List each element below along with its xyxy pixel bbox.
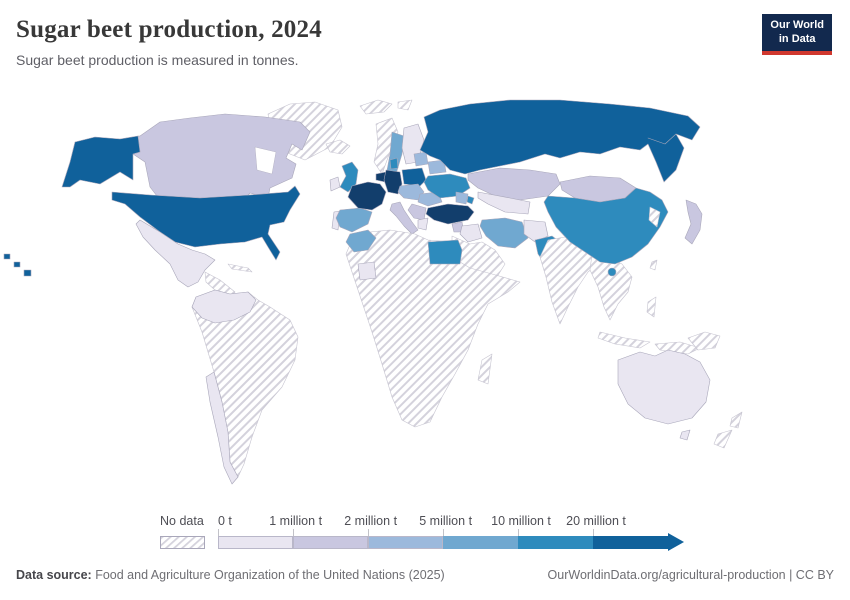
map-legend: No data 0 t 1 million t 2 million t 5 milli…	[0, 514, 850, 556]
legend-bin-label: 10 million t	[491, 514, 551, 528]
legend-bin-label: 0 t	[218, 514, 232, 528]
region-mali[interactable]	[357, 261, 377, 281]
data-source-label: Data source:	[16, 568, 92, 582]
region-southeast-asia[interactable]	[589, 253, 633, 321]
country-greece[interactable]	[417, 217, 429, 231]
region-tasmania[interactable]	[679, 429, 691, 441]
country-azerbaijan[interactable]	[466, 195, 475, 205]
country-iraq[interactable]	[459, 223, 483, 243]
country-morocco[interactable]	[345, 229, 377, 253]
country-madagascar[interactable]	[477, 353, 493, 385]
chart-footer: Data source: Food and Agriculture Organi…	[16, 568, 834, 582]
legend-bin-swatch[interactable]	[593, 536, 668, 549]
region-africa[interactable]	[345, 229, 521, 428]
region-indonesia-west[interactable]	[597, 331, 651, 349]
legend-bin-swatch[interactable]	[368, 536, 443, 549]
country-france[interactable]	[347, 181, 387, 211]
owid-logo-line2: in Data	[778, 33, 816, 46]
country-ireland[interactable]	[329, 176, 341, 192]
country-hainan[interactable]	[607, 267, 617, 277]
country-iran[interactable]	[479, 217, 529, 249]
country-hawaii[interactable]	[23, 269, 32, 277]
region-baltic-states[interactable]	[413, 151, 429, 167]
attribution[interactable]: OurWorldinData.org/agricultural-producti…	[547, 568, 834, 582]
country-philippines[interactable]	[646, 296, 657, 318]
legend-tick	[593, 529, 594, 536]
legend-tick	[218, 529, 219, 536]
region-indonesia-east[interactable]	[654, 341, 701, 355]
country-mexico[interactable]	[135, 219, 216, 288]
legend-bin-label: 1 million t	[269, 514, 323, 528]
country-russia[interactable]	[419, 99, 701, 183]
data-source-text: Food and Agriculture Organization of the…	[91, 568, 445, 582]
country-poland[interactable]	[401, 167, 427, 187]
region-korea[interactable]	[648, 206, 661, 228]
country-hawaii[interactable]	[3, 253, 11, 260]
country-chile[interactable]	[205, 371, 239, 485]
country-papua-new-guinea[interactable]	[687, 331, 721, 351]
legend-bin-swatch[interactable]	[293, 536, 368, 549]
country-japan[interactable]	[684, 199, 703, 245]
hudson-bay	[254, 146, 277, 175]
legend-tick	[368, 529, 369, 536]
legend-bin-label: 20 million t	[566, 514, 626, 528]
chart-subtitle: Sugar beet production is measured in ton…	[16, 52, 299, 68]
page-title: Sugar beet production, 2024	[16, 16, 322, 43]
region-caucasus[interactable]	[455, 191, 469, 205]
country-spain[interactable]	[335, 207, 373, 233]
country-egypt[interactable]	[427, 239, 463, 265]
country-turkey[interactable]	[425, 203, 475, 225]
country-hawaii[interactable]	[13, 261, 21, 268]
legend-bin-swatch[interactable]	[518, 536, 593, 549]
country-new-zealand-south[interactable]	[713, 429, 733, 449]
country-taiwan[interactable]	[649, 259, 658, 271]
legend-no-data-label: No data	[160, 514, 204, 528]
country-new-zealand-north[interactable]	[729, 411, 743, 429]
owid-logo-line1: Our World	[770, 19, 824, 31]
country-canada[interactable]	[132, 113, 311, 205]
legend-tick	[293, 529, 294, 536]
owid-logo: Our World in Data	[762, 14, 832, 55]
region-central-asia[interactable]	[477, 191, 531, 215]
legend-tick	[443, 529, 444, 536]
legend-arrow	[668, 533, 684, 551]
country-colombia-venezuela[interactable]	[191, 289, 257, 324]
legend-bin-label: 5 million t	[419, 514, 473, 528]
region-central-europe[interactable]	[397, 183, 425, 201]
country-united-states[interactable]	[111, 185, 301, 261]
legend-no-data-swatch[interactable]	[160, 536, 205, 549]
legend-bin-label: 2 million t	[344, 514, 398, 528]
legend-tick	[518, 529, 519, 536]
world-choropleth-map[interactable]	[0, 88, 850, 506]
data-source: Data source: Food and Agriculture Organi…	[16, 568, 445, 582]
country-cuba[interactable]	[227, 263, 253, 273]
region-balkans[interactable]	[407, 203, 427, 221]
country-belarus[interactable]	[427, 159, 447, 175]
country-alaska[interactable]	[61, 135, 141, 188]
country-china[interactable]	[543, 187, 669, 265]
legend-bin-swatch[interactable]	[443, 536, 518, 549]
legend-bin-swatch[interactable]	[218, 536, 293, 549]
country-denmark[interactable]	[389, 157, 399, 170]
country-germany[interactable]	[383, 169, 403, 195]
country-iceland[interactable]	[325, 139, 351, 155]
region-svalbard[interactable]	[359, 99, 413, 115]
country-australia[interactable]	[617, 349, 711, 425]
